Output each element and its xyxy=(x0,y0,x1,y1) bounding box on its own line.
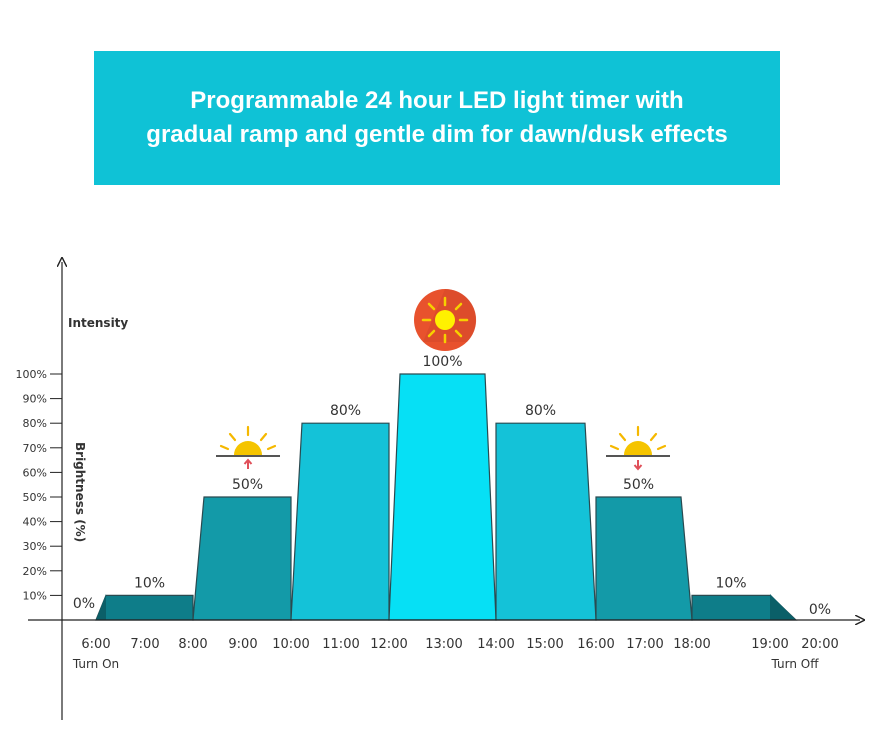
y-tick-label: 20% xyxy=(23,565,47,578)
sun-icon xyxy=(414,288,477,351)
brightness-segment xyxy=(192,496,292,621)
y-axis-label: Brightness (%) xyxy=(73,442,87,542)
brightness-segment xyxy=(495,422,597,621)
brightness-segment xyxy=(95,594,194,621)
banner-title-line-1: Programmable 24 hour LED light timer wit… xyxy=(190,87,684,114)
x-tick-label: 20:00 xyxy=(801,637,838,652)
x-tick-label: 17:00 xyxy=(626,637,663,652)
sunrise-icon xyxy=(216,425,280,469)
x-tick-label: 12:00 xyxy=(370,637,407,652)
title-banner: Programmable 24 hour LED light timer wit… xyxy=(94,51,780,185)
segment-value-label: 10% xyxy=(134,575,165,591)
y-tick-label: 10% xyxy=(23,589,47,602)
x-tick-label: 19:00 xyxy=(751,637,788,652)
y-tick-label: 30% xyxy=(23,540,47,553)
end-ramp xyxy=(770,594,796,620)
y-tick-label: 60% xyxy=(23,466,47,479)
x-tick-label: 6:00 xyxy=(81,637,110,652)
x-tick-label: 10:00 xyxy=(272,637,309,652)
sunset-icon xyxy=(606,425,670,471)
start-value-label: 0% xyxy=(73,596,95,612)
end-value-label: 0% xyxy=(809,602,831,618)
turn-on-label: Turn On xyxy=(72,657,119,671)
x-tick-label: 8:00 xyxy=(178,637,207,652)
y-tick-label: 100% xyxy=(16,368,47,381)
segment-value-label: 100% xyxy=(422,354,462,370)
y-tick-label: 70% xyxy=(23,442,47,455)
x-tick-label: 11:00 xyxy=(322,637,359,652)
x-tick-label: 7:00 xyxy=(130,637,159,652)
x-tick-label: 15:00 xyxy=(526,637,563,652)
brightness-segment xyxy=(388,373,497,621)
y-tick-label: 90% xyxy=(23,393,47,406)
y-tick-label: 50% xyxy=(23,491,47,504)
segment-value-label: 50% xyxy=(232,477,263,493)
x-tick-label: 9:00 xyxy=(228,637,257,652)
brightness-segment xyxy=(290,422,390,621)
x-tick-label: 18:00 xyxy=(673,637,710,652)
start-ramp xyxy=(96,594,106,620)
x-tick-label: 16:00 xyxy=(577,637,614,652)
segment-value-label: 80% xyxy=(330,403,361,419)
y-tick-label: 80% xyxy=(23,417,47,430)
x-tick-label: 13:00 xyxy=(425,637,462,652)
y-axis-title: Intensity xyxy=(68,316,128,330)
turn-off-label: Turn Off xyxy=(771,657,820,671)
segment-value-label: 50% xyxy=(623,477,654,493)
segment-value-label: 10% xyxy=(715,575,746,591)
banner-title-line-2: gradual ramp and gentle dim for dawn/dus… xyxy=(146,121,728,148)
segment-value-label: 80% xyxy=(525,403,556,419)
y-tick-label: 40% xyxy=(23,516,47,529)
x-tick-label: 14:00 xyxy=(477,637,514,652)
brightness-segment xyxy=(595,496,693,621)
